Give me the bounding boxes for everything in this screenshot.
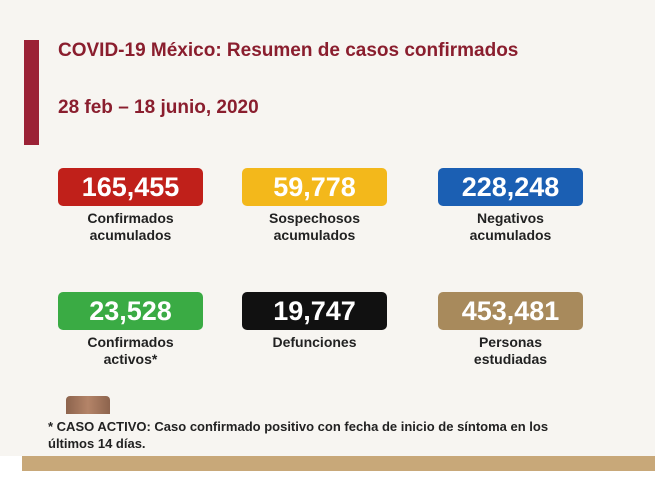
stat-label-line1: Confirmados (87, 334, 174, 350)
stat-card: 59,778 Sospechosos acumulados (242, 168, 387, 244)
stat-label-line2: acumulados (469, 227, 552, 243)
stat-label: Sospechosos acumulados (242, 210, 387, 244)
stat-label: Defunciones (242, 334, 387, 351)
stat-card: 453,481 Personas estudiadas (438, 292, 583, 368)
stat-value: 453,481 (438, 292, 583, 330)
stat-card: 19,747 Defunciones (242, 292, 387, 351)
stat-value: 23,528 (58, 292, 203, 330)
stat-label-line2: activos* (103, 351, 158, 367)
stat-card: 23,528 Confirmados activos* (58, 292, 203, 368)
stat-label-line1: Sospechosos (268, 210, 361, 226)
stat-card: 228,248 Negativos acumulados (438, 168, 583, 244)
slide (0, 0, 655, 456)
stat-value: 165,455 (58, 168, 203, 206)
stat-card: 165,455 Confirmados acumulados (58, 168, 203, 244)
stat-label-line2: acumulados (273, 227, 356, 243)
page-title: COVID-19 México: Resumen de casos confir… (58, 40, 519, 61)
footnote: * CASO ACTIVO: Caso confirmado positivo … (48, 419, 549, 451)
stat-label-line1: Defunciones (272, 334, 357, 350)
stat-value: 228,248 (438, 168, 583, 206)
gold-footer-bar (22, 456, 655, 471)
stat-label: Personas estudiadas (438, 334, 583, 368)
stat-label-line1: Personas (478, 334, 543, 350)
stat-label-line2: estudiadas (473, 351, 548, 367)
stat-label: Negativos acumulados (438, 210, 583, 244)
emblem-icon (66, 396, 110, 414)
stat-label: Confirmados acumulados (58, 210, 203, 244)
accent-bar (24, 40, 39, 145)
stat-value: 19,747 (242, 292, 387, 330)
date-range: 28 feb – 18 junio, 2020 (58, 97, 259, 118)
stat-label-line1: Confirmados (87, 210, 174, 226)
stat-label-line2: acumulados (89, 227, 172, 243)
stat-label-line1: Negativos (477, 210, 544, 226)
stat-label: Confirmados activos* (58, 334, 203, 368)
stat-value: 59,778 (242, 168, 387, 206)
